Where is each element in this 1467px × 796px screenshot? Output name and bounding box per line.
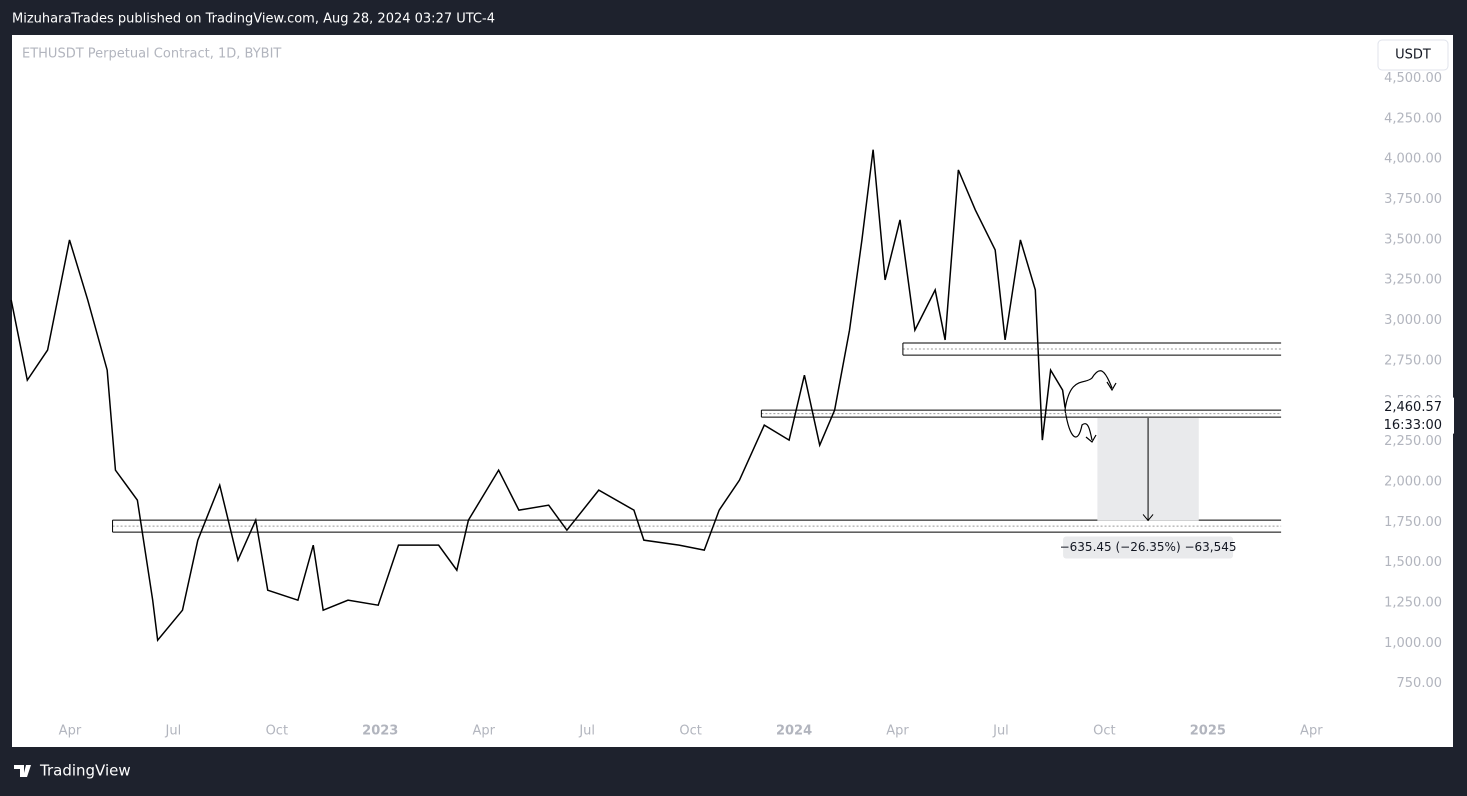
chart-area [12,35,1453,747]
y-tick-label: 2,250.00 [1384,434,1442,449]
y-tick-label: 750.00 [1397,676,1443,691]
y-tick-label: 4,250.00 [1384,111,1442,126]
measure-arrowhead [1142,514,1154,522]
y-tick-label: 2,750.00 [1384,353,1442,368]
measure-label: −635.45 (−26.35%) −63,545 [1060,540,1237,554]
x-tick-label: Jul [165,724,182,739]
y-tick-label: 1,000.00 [1384,636,1442,651]
y-tick-label: 1,500.00 [1384,555,1442,570]
x-tick-label: Apr [886,724,909,739]
projection-arrows [1064,370,1117,443]
y-tick-label: 3,750.00 [1384,192,1442,207]
x-tick-label: Jul [578,724,595,739]
y-tick-label: 1,750.00 [1384,515,1442,530]
x-tick-label: Apr [1300,724,1323,739]
currency[interactable]: USDT [1395,48,1431,63]
x-tick-label: 2024 [776,724,812,739]
y-tick-label: 1,250.00 [1384,595,1442,610]
y-tick-label: 3,250.00 [1384,273,1442,288]
tv-logo [14,765,31,777]
x-tick-label: Apr [472,724,495,739]
y-tick-label: 4,000.00 [1384,152,1442,167]
x-tick-label: Oct [1093,724,1115,739]
x-tick-label: Oct [266,724,288,739]
currency-box[interactable] [1377,39,1449,71]
x-tick-label: Jul [992,724,1009,739]
x-tick-label: Oct [679,724,701,739]
y-tick-label: 2,000.00 [1384,474,1442,489]
countdown: 16:33:00 [1384,418,1442,433]
y-tick-label: 3,500.00 [1384,232,1442,247]
last-price: 2,460.57 [1384,400,1442,415]
measure-label-box [1063,536,1234,559]
y-tick-label: 3,000.00 [1384,313,1442,328]
last-price-box [1378,397,1454,434]
chart-title: ETHUSDT Perpetual Contract, 1D, BYBIT [22,47,281,62]
footer: TradingView [39,762,131,780]
header: MizuharaTrades published on TradingView.… [12,12,495,27]
price-line [10,149,1066,643]
x-tick-label: 2023 [362,724,398,739]
x-tick-label: Apr [59,724,82,739]
y-tick-label: 4,500.00 [1384,71,1442,86]
x-tick-label: 2025 [1190,724,1226,739]
